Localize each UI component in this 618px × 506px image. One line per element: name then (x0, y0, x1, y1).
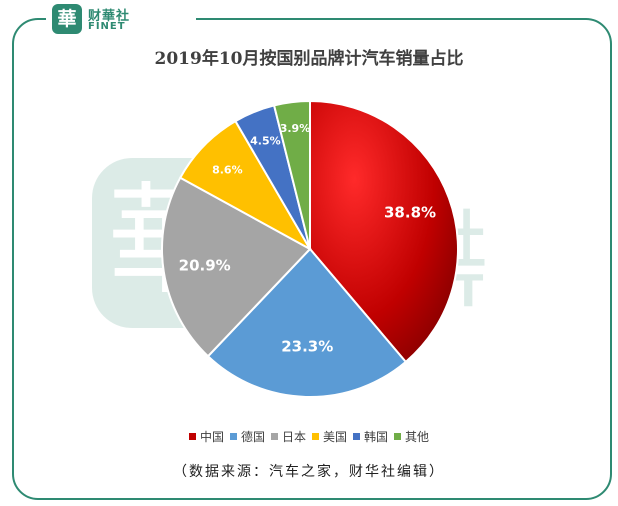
slice-label-4: 4.5% (250, 134, 281, 147)
legend-item-3: 美国 (312, 428, 347, 445)
pie-slice-5 (272, 99, 311, 250)
legend-swatch-0 (188, 433, 196, 440)
logo-seal: 華 (52, 4, 82, 34)
pie-slice-0 (309, 99, 459, 364)
legend-swatch-4 (353, 433, 361, 440)
chart-title: 2019年10月按国别品牌计汽车销量占比 (154, 49, 464, 69)
slice-label-2: 20.9% (179, 256, 231, 274)
pie-slice-1 (206, 247, 408, 398)
logo-name-cn: 财華社 (88, 9, 131, 24)
legend-item-2: 日本 (270, 428, 306, 445)
legend-label-2: 日本 (281, 430, 306, 444)
source-note: （数据来源：汽车之家，财华社编辑） (173, 464, 445, 480)
legend-label-5: 其他 (405, 430, 430, 444)
legend-label-1: 德国 (240, 430, 265, 444)
legend-item-5: 其他 (394, 428, 429, 445)
slice-label-0: 38.8% (384, 203, 436, 221)
legend-swatch-1 (229, 433, 237, 440)
logo-name-en: FINET (88, 21, 126, 32)
slice-label-3: 8.6% (212, 163, 243, 176)
slice-label-5: 3.9% (280, 122, 311, 135)
legend-swatch-3 (312, 433, 319, 440)
legend-label-3: 美国 (323, 430, 348, 444)
finet-logo: 華 财華社 FINET (46, 4, 196, 36)
legend-label-0: 中国 (199, 430, 224, 444)
slice-label-1: 23.3% (281, 338, 333, 356)
pie-slice-2 (161, 176, 312, 358)
legend: 中国 德国 日本 美国 韩国 其他 (0, 428, 618, 445)
legend-swatch-5 (394, 433, 402, 440)
legend-item-4: 韩国 (353, 428, 388, 445)
legend-label-4: 韩国 (364, 430, 389, 444)
legend-item-0: 中国 (188, 428, 224, 445)
legend-swatch-2 (270, 433, 278, 440)
legend-item-1: 德国 (229, 428, 265, 445)
